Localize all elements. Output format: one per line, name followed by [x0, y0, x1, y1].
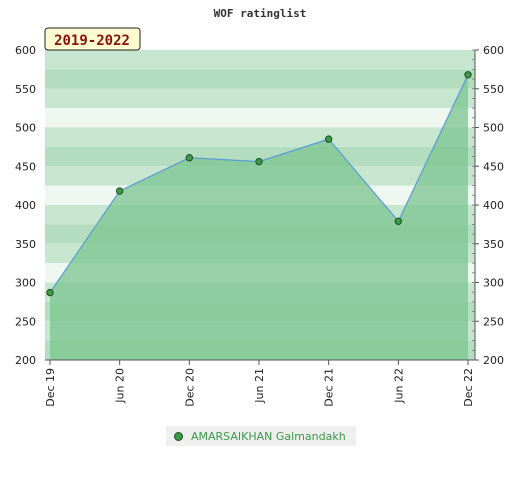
data-point — [185, 154, 194, 162]
y-tick-label-left: 550 — [15, 83, 36, 96]
y-tick-label-right: 600 — [483, 44, 504, 57]
legend-series-name: AMARSAIKHAN Galmandakh — [191, 429, 346, 443]
y-tick-label-right: 500 — [483, 122, 504, 135]
band — [45, 146, 475, 167]
legend-marker — [174, 431, 183, 441]
data-point — [255, 157, 263, 166]
x-tick-label: Jun 22 — [392, 368, 405, 404]
band — [45, 69, 475, 89]
data-point — [394, 217, 403, 225]
y-tick-label-right: 550 — [483, 83, 504, 96]
y-tick-label-left: 600 — [15, 44, 36, 57]
band — [45, 50, 475, 70]
year-range-badge: 2019-2022 — [44, 27, 141, 51]
x-tick-label: Dec 19 — [44, 368, 57, 407]
y-axis-left: 200 250 300 350 400 450 500 550 600 — [15, 44, 36, 367]
y-tick-label-left: 400 — [15, 199, 36, 212]
y-tick-label-left: 450 — [15, 160, 36, 173]
y-tick-label-left: 500 — [15, 122, 36, 135]
x-tick-label: Jun 21 — [253, 368, 266, 404]
y-tick-label-right: 300 — [483, 277, 504, 290]
y-tick-label-right: 400 — [483, 199, 504, 212]
y-tick-label-left: 200 — [15, 354, 36, 367]
data-point — [115, 187, 124, 195]
data-point — [324, 135, 333, 143]
y-axis-right: 200 250 300 350 400 450 500 550 600 — [472, 44, 504, 367]
y-tick-label-right: 200 — [483, 354, 504, 367]
band — [45, 108, 475, 128]
x-tick-label: Dec 22 — [462, 368, 475, 407]
series-area — [50, 74, 468, 361]
x-axis: Dec 19 Jun 20 Dec 20 Jun 21 Dec 21 Jun 22 Dec … — [44, 359, 475, 407]
y-tick-label-left: 350 — [15, 238, 36, 251]
year-range-label: 2019-2022 — [54, 33, 130, 49]
data-point — [46, 288, 54, 297]
data-point — [464, 71, 472, 79]
y-tick-label-left: 250 — [15, 315, 36, 328]
y-tick-label-right: 250 — [483, 315, 504, 328]
y-tick-label-right: 450 — [483, 160, 504, 173]
band — [45, 127, 475, 147]
y-tick-label-right: 350 — [483, 238, 504, 251]
chart-title: WOF ratinglist — [214, 7, 307, 20]
band — [45, 88, 475, 109]
x-tick-label: Jun 20 — [114, 368, 127, 404]
x-tick-label: Dec 21 — [323, 368, 336, 407]
legend: AMARSAIKHAN Galmandakh — [166, 426, 356, 446]
x-tick-label: Dec 20 — [183, 368, 196, 407]
y-tick-label-left: 300 — [15, 277, 36, 290]
